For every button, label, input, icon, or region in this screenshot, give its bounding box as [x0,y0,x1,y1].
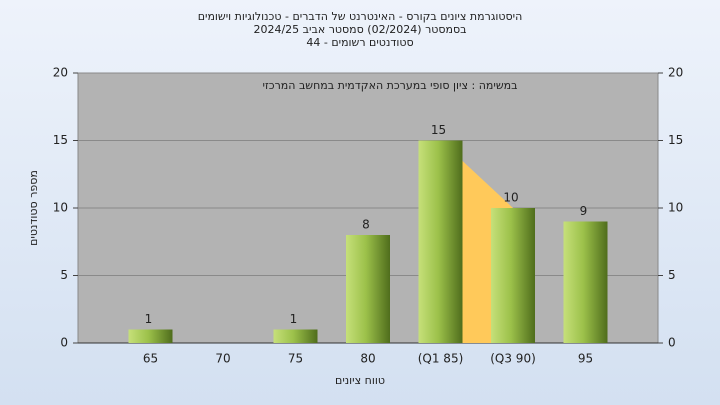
bar [273,329,318,343]
bar [563,221,608,343]
y2-tick-label: 15 [668,133,683,147]
bar [346,235,390,343]
chart-title: היסטוגרמת ציונים בקורס - האינטרנט של הדב… [198,10,523,23]
y2-tick-label: 10 [668,201,683,215]
x-tick-label: 75 [288,352,303,366]
bar [491,208,535,343]
data-label: 8 [362,218,370,232]
chart-subtitle: סטודנטים רשומים - 44 [306,36,413,49]
x-tick-label: 65 [143,352,158,366]
chart-subtitle: בסמסטר (02/2024) סמסטר אביב 2024/25 [253,23,466,36]
y2-tick-label: 0 [668,336,676,350]
data-label: 1 [290,312,298,326]
x-axis-label: טווח ציונים [335,374,385,387]
data-label: 1 [145,312,153,326]
y-tick-label: 20 [53,66,68,80]
data-label: 10 [503,191,518,205]
y-tick-label: 15 [53,133,68,147]
y2-tick-label: 5 [668,268,676,282]
bar [418,140,463,343]
y-tick-label: 10 [53,201,68,215]
x-tick-label: 80 [360,352,375,366]
bar [128,329,173,343]
x-tick-label: (Q1 85) [418,352,464,366]
data-label: 9 [580,204,588,218]
x-tick-label: (Q3 90) [490,352,536,366]
x-tick-label: 95 [578,352,593,366]
y-tick-label: 5 [60,268,68,282]
y-tick-label: 0 [60,336,68,350]
x-tick-label: 70 [215,352,230,366]
y2-tick-label: 20 [668,66,683,80]
y-axis-label: מספר סטודנטים [27,170,40,246]
annotation: במשימה : ציון סופי במערכת האקדמית במחשב … [263,79,518,92]
data-label: 15 [431,123,446,137]
